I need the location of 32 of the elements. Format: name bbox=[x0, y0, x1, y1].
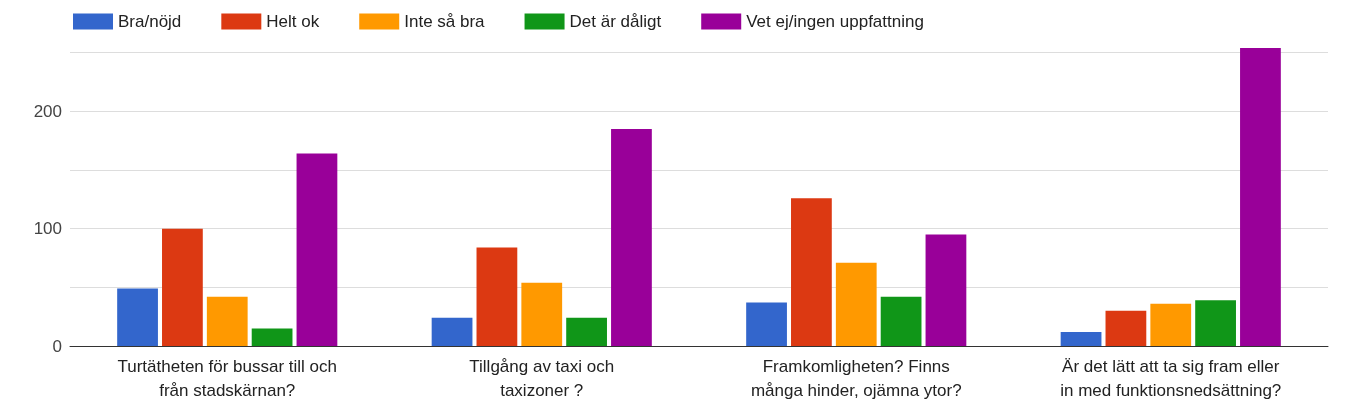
bar bbox=[1240, 48, 1281, 346]
legend-label: Bra/nöjd bbox=[118, 12, 182, 31]
x-tick-label: Tillgång av taxi och taxizoner ? bbox=[469, 356, 615, 400]
bar bbox=[1060, 331, 1102, 346]
bar bbox=[251, 328, 293, 346]
bar bbox=[476, 247, 518, 346]
bar bbox=[296, 153, 338, 346]
bar bbox=[521, 282, 563, 346]
y-tick-label: 200 bbox=[33, 101, 62, 121]
bar bbox=[431, 317, 473, 346]
bar bbox=[880, 296, 922, 346]
bar bbox=[206, 296, 248, 346]
bar bbox=[1150, 303, 1192, 346]
bar bbox=[1195, 300, 1236, 346]
bar bbox=[117, 288, 158, 346]
bar bbox=[835, 262, 877, 346]
x-tick-label: Turtätheten för bussar till och från stadskärnan? bbox=[117, 356, 338, 400]
bar bbox=[746, 302, 787, 346]
legend-label: Inte så bra bbox=[404, 12, 486, 31]
bar bbox=[611, 128, 652, 346]
x-tick-label: Framkomligheten? Finns många hinder, ojämna ytor? bbox=[750, 356, 962, 400]
legend-label: Helt ok bbox=[266, 12, 320, 31]
legend-label: Vet ej/ingen uppfattning bbox=[746, 12, 924, 31]
legend-label: Det är dåligt bbox=[569, 12, 662, 31]
bar bbox=[791, 198, 832, 346]
bar bbox=[1105, 310, 1147, 346]
y-tick-label: 0 bbox=[52, 336, 62, 356]
bar bbox=[162, 228, 203, 346]
x-tick-label: Är det lätt att ta sig fram eller in med funktionsnedsättning? bbox=[1060, 356, 1282, 400]
y-tick-label: 100 bbox=[33, 219, 62, 239]
bar bbox=[566, 317, 607, 346]
bar bbox=[925, 234, 967, 346]
